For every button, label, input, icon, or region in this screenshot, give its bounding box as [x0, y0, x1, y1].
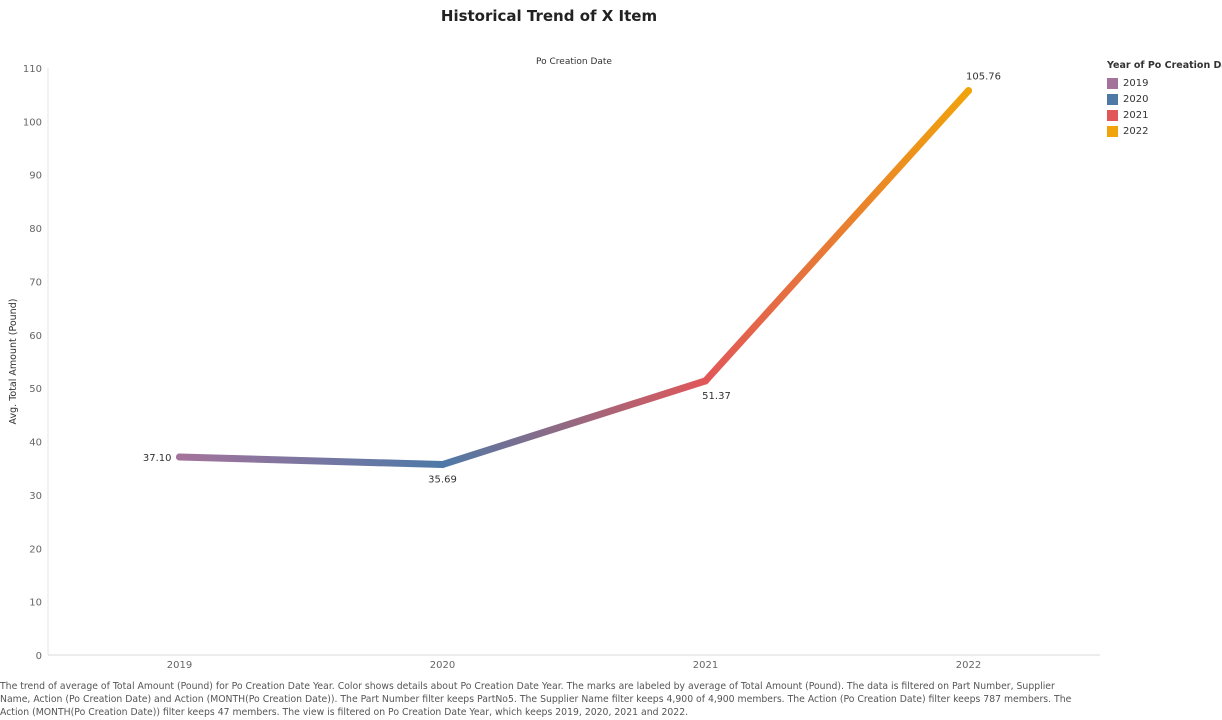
legend-title: Year of Po Creation Date — [1107, 60, 1222, 71]
y-tick-label: 90 — [29, 171, 42, 182]
y-tick-label: 0 — [36, 651, 42, 662]
y-tick-label: 40 — [29, 438, 42, 449]
legend-item[interactable]: 2022 — [1107, 123, 1222, 139]
y-tick-label: 70 — [29, 277, 42, 288]
x-tick-label: 2022 — [956, 660, 981, 671]
x-tick-label: 2021 — [693, 660, 718, 671]
y-tick-label: 10 — [29, 598, 42, 609]
data-point[interactable] — [439, 461, 446, 469]
legend-item[interactable]: 2019 — [1107, 75, 1222, 91]
legend: Year of Po Creation Date 2019 2020 2021 202… — [1107, 60, 1222, 139]
y-tick-label: 60 — [29, 331, 42, 342]
legend-swatch — [1107, 125, 1118, 137]
data-point[interactable] — [176, 453, 183, 461]
legend-item[interactable]: 2020 — [1107, 91, 1222, 107]
chart-title: Historical Trend of X Item — [440, 7, 658, 25]
y-axis-title: Avg. Total Amount (Pound) — [8, 299, 19, 425]
y-tick-label: 80 — [29, 224, 42, 235]
y-tick-label: 30 — [29, 491, 42, 502]
column-header: Po Creation Date — [536, 57, 612, 67]
line-chart: 0 10 20 30 40 50 60 70 80 90 100 110 Avg. Total Amou… — [8, 64, 1100, 671]
series-line-segment — [176, 453, 446, 469]
legend-swatch — [1107, 109, 1118, 121]
data-label: 51.37 — [702, 391, 731, 402]
data-point[interactable] — [965, 87, 972, 95]
legend-swatch — [1107, 77, 1118, 89]
y-tick-label: 110 — [23, 64, 42, 75]
legend-label: 2022 — [1123, 125, 1149, 137]
legend-label: 2021 — [1123, 109, 1149, 121]
data-label: 37.10 — [143, 453, 172, 464]
y-tick-label: 100 — [23, 117, 42, 128]
data-point[interactable] — [702, 377, 709, 385]
series-line-segment — [439, 377, 709, 469]
x-tick-label: 2020 — [430, 660, 455, 671]
legend-label: 2019 — [1123, 77, 1149, 89]
legend-label: 2020 — [1123, 93, 1149, 105]
y-tick-label: 20 — [29, 544, 42, 555]
series-line-segment — [702, 87, 972, 385]
chart-caption: The trend of average of Total Amount (Po… — [0, 681, 1072, 718]
data-label: 105.76 — [966, 72, 1001, 83]
data-label: 35.69 — [428, 475, 457, 486]
legend-swatch — [1107, 93, 1118, 105]
legend-item[interactable]: 2021 — [1107, 107, 1222, 123]
x-tick-label: 2019 — [167, 660, 192, 671]
y-tick-label: 50 — [29, 384, 42, 395]
